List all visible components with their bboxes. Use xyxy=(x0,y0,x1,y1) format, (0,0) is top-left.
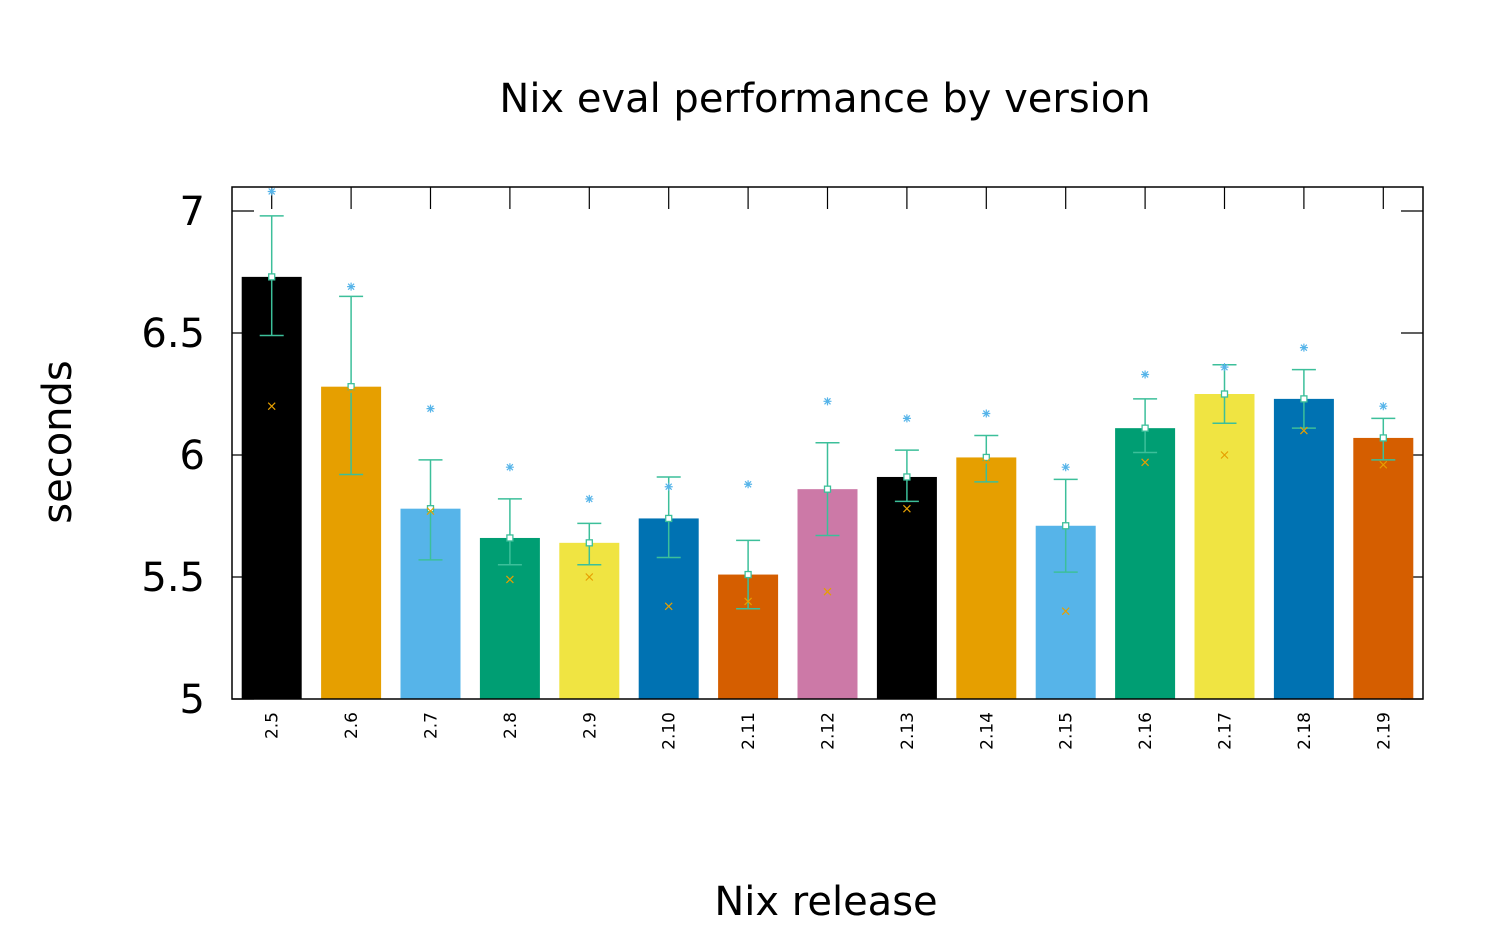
x-tick-label: 2.12 xyxy=(819,712,839,750)
min-marker xyxy=(1141,458,1150,467)
max-marker xyxy=(982,409,991,418)
max-marker xyxy=(1061,463,1070,472)
min-marker xyxy=(902,504,911,513)
max-marker xyxy=(505,463,514,472)
mean-point xyxy=(506,534,514,542)
y-tick-label: 7 xyxy=(180,189,205,235)
y-tick-label: 5 xyxy=(180,677,205,723)
min-marker xyxy=(426,507,435,516)
min-marker xyxy=(267,402,276,411)
x-tick-label: 2.14 xyxy=(977,712,997,750)
x-tick-label: 2.6 xyxy=(342,712,362,739)
chart-marks: 5 5.5 6 6.5 7 2.5 2.6 2.7 2.8 2.9 2.10 2.11 2.12 2.13… xyxy=(141,187,1423,750)
min-marker xyxy=(982,458,991,467)
mean-point xyxy=(1300,395,1308,403)
max-marker xyxy=(664,482,673,491)
x-tick-label: 2.11 xyxy=(739,712,759,750)
mean-point xyxy=(268,273,276,281)
x-tick-label: 2.5 xyxy=(263,712,283,739)
min-marker xyxy=(1379,460,1388,469)
chart-title: Nix eval performance by version xyxy=(499,76,1150,122)
mean-point xyxy=(903,473,911,481)
mean-point xyxy=(982,453,990,462)
min-marker xyxy=(744,597,753,606)
max-marker xyxy=(267,187,276,196)
min-marker xyxy=(505,575,514,584)
x-tick-label: 2.15 xyxy=(1057,712,1077,750)
bar xyxy=(559,542,620,699)
mean-point xyxy=(1220,390,1229,398)
plot-frame xyxy=(231,186,1424,700)
max-marker xyxy=(1299,343,1308,352)
mean-point xyxy=(744,570,752,579)
bar xyxy=(1273,398,1334,699)
max-marker xyxy=(585,494,594,503)
x-tick-label: 2.9 xyxy=(580,712,600,739)
mean-point xyxy=(347,383,355,391)
min-marker xyxy=(1061,607,1070,616)
mean-point xyxy=(665,514,673,523)
mean-point xyxy=(1062,522,1070,530)
max-marker xyxy=(744,480,753,489)
max-marker xyxy=(1141,370,1150,379)
y-tick-label: 6.5 xyxy=(141,311,205,357)
min-marker xyxy=(1220,451,1229,459)
mean-point xyxy=(823,485,832,493)
y-tick-label: 6 xyxy=(180,433,205,479)
max-marker xyxy=(823,397,832,406)
bar xyxy=(1194,394,1255,699)
max-marker xyxy=(902,414,911,423)
bar xyxy=(1115,428,1176,699)
y-tick-label: 5.5 xyxy=(141,555,205,601)
x-tick-label: 2.7 xyxy=(422,712,442,739)
y-axis-label: seconds xyxy=(35,360,81,524)
bar xyxy=(956,457,1017,699)
x-tick-label: 2.18 xyxy=(1295,712,1315,750)
max-marker xyxy=(1220,363,1229,372)
x-tick-label: 2.17 xyxy=(1216,712,1236,750)
max-marker xyxy=(347,282,356,291)
x-tick-label: 2.16 xyxy=(1136,712,1156,750)
bar xyxy=(876,476,937,699)
bar xyxy=(1353,437,1414,699)
x-tick-label: 2.10 xyxy=(660,712,680,750)
min-marker xyxy=(664,602,673,611)
min-marker xyxy=(823,587,832,596)
min-marker xyxy=(1299,426,1308,435)
mean-point xyxy=(1141,424,1149,432)
x-tick-label: 2.8 xyxy=(501,712,521,739)
x-tick-label: 2.19 xyxy=(1374,712,1394,750)
max-marker xyxy=(426,404,435,413)
mean-point xyxy=(1379,434,1387,442)
max-marker xyxy=(1379,402,1388,411)
x-tick-label: 2.13 xyxy=(898,712,918,750)
mean-point xyxy=(585,539,593,547)
min-marker xyxy=(585,573,594,581)
bar xyxy=(241,276,302,699)
x-axis-label: Nix release xyxy=(714,879,937,925)
min-marker xyxy=(347,387,356,396)
